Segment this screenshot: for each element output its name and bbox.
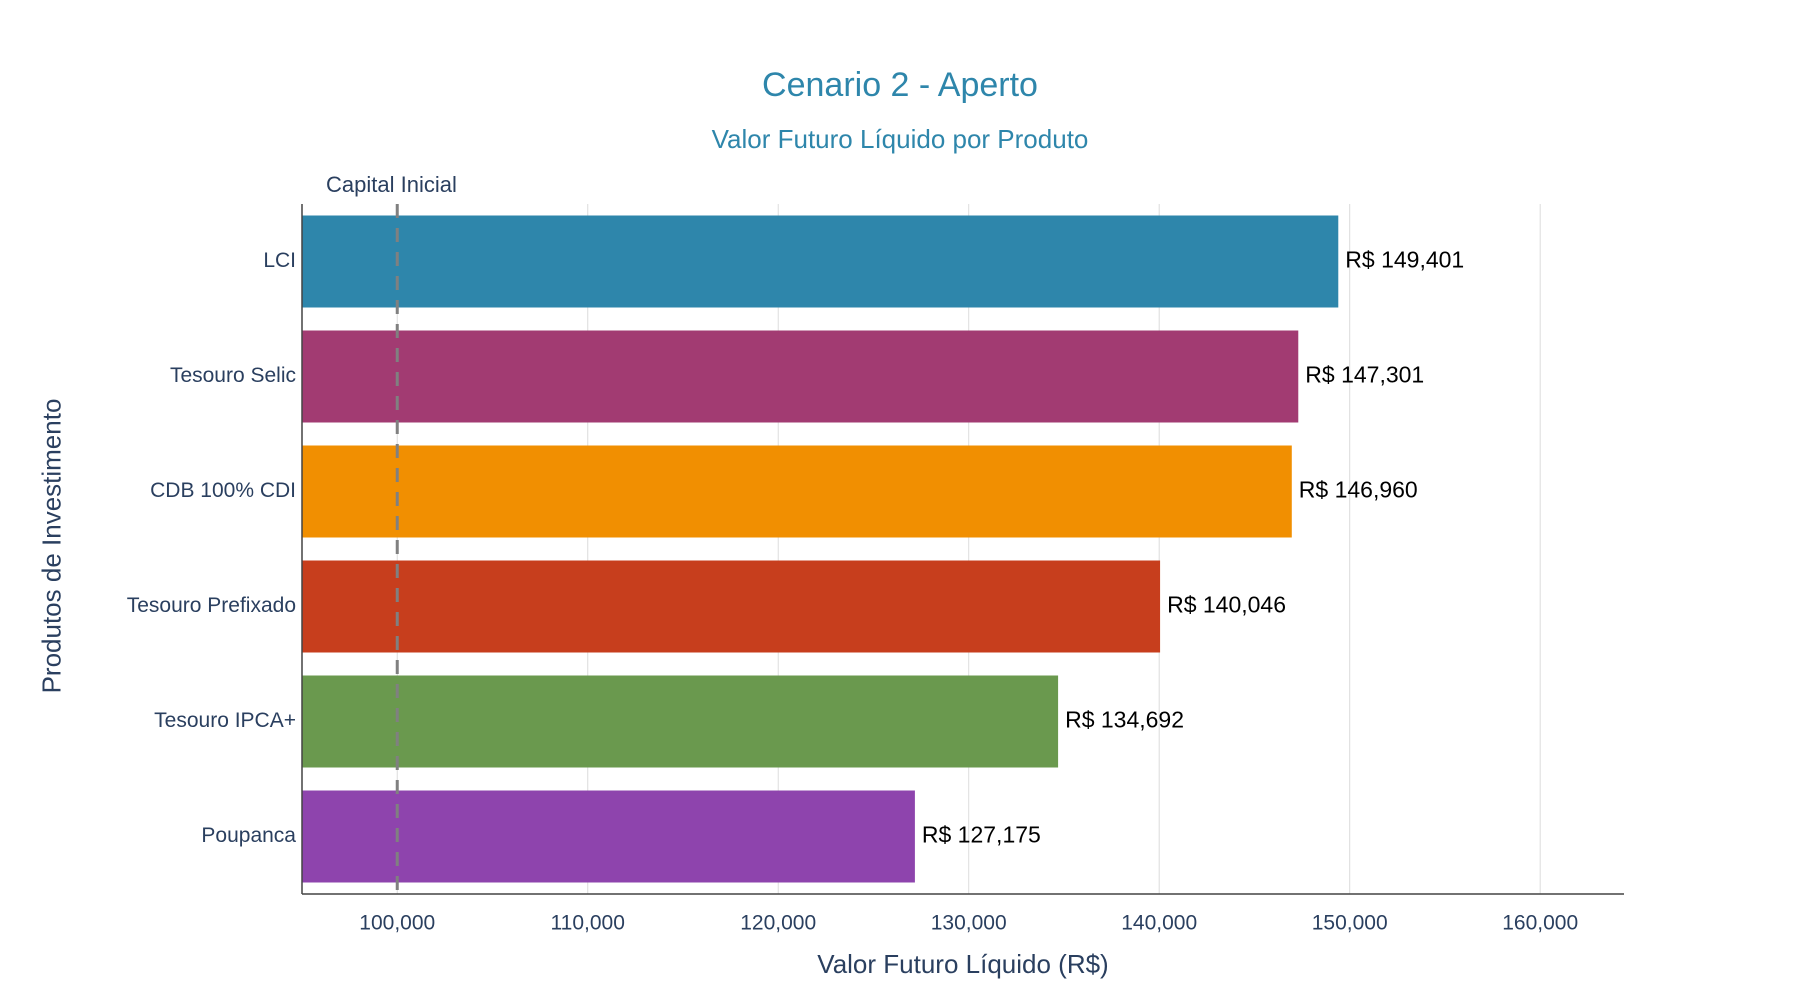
- x-tick-label: 140,000: [1121, 912, 1197, 935]
- value-label: R$ 127,175: [922, 822, 1041, 848]
- x-tick-label: 150,000: [1312, 912, 1388, 935]
- value-label: R$ 140,046: [1167, 592, 1286, 618]
- x-tick-label: 130,000: [931, 912, 1007, 935]
- chart-subtitle: Valor Futuro Líquido por Produto: [711, 124, 1089, 154]
- category-label: Tesouro Selic: [170, 364, 296, 387]
- bar: [302, 790, 915, 883]
- x-tick-label: 110,000: [551, 912, 625, 935]
- x-tick-label: 120,000: [740, 912, 816, 935]
- chart-title: Cenario 2 - Aperto: [762, 66, 1038, 104]
- category-label: Poupanca: [201, 824, 296, 847]
- x-tick-label: 100,000: [359, 912, 435, 935]
- bar: [302, 560, 1161, 653]
- value-label: R$ 146,960: [1299, 477, 1418, 503]
- x-axis-title: Valor Futuro Líquido (R$): [817, 949, 1109, 979]
- bar: [302, 215, 1339, 308]
- bar: [302, 330, 1299, 423]
- category-label: LCI: [263, 249, 296, 272]
- value-label: R$ 147,301: [1305, 362, 1424, 388]
- category-label: CDB 100% CDI: [150, 479, 296, 502]
- x-tick-label: 160,000: [1502, 912, 1578, 935]
- category-label: Tesouro IPCA+: [154, 709, 296, 732]
- category-label: Tesouro Prefixado: [127, 594, 296, 617]
- bar: [302, 445, 1292, 538]
- value-label: R$ 149,401: [1345, 247, 1464, 273]
- y-axis-title: Produtos de Investimento: [36, 398, 67, 694]
- reference-line-label: Capital Inicial: [326, 172, 457, 197]
- value-label: R$ 134,692: [1065, 707, 1184, 733]
- bar: [302, 675, 1059, 768]
